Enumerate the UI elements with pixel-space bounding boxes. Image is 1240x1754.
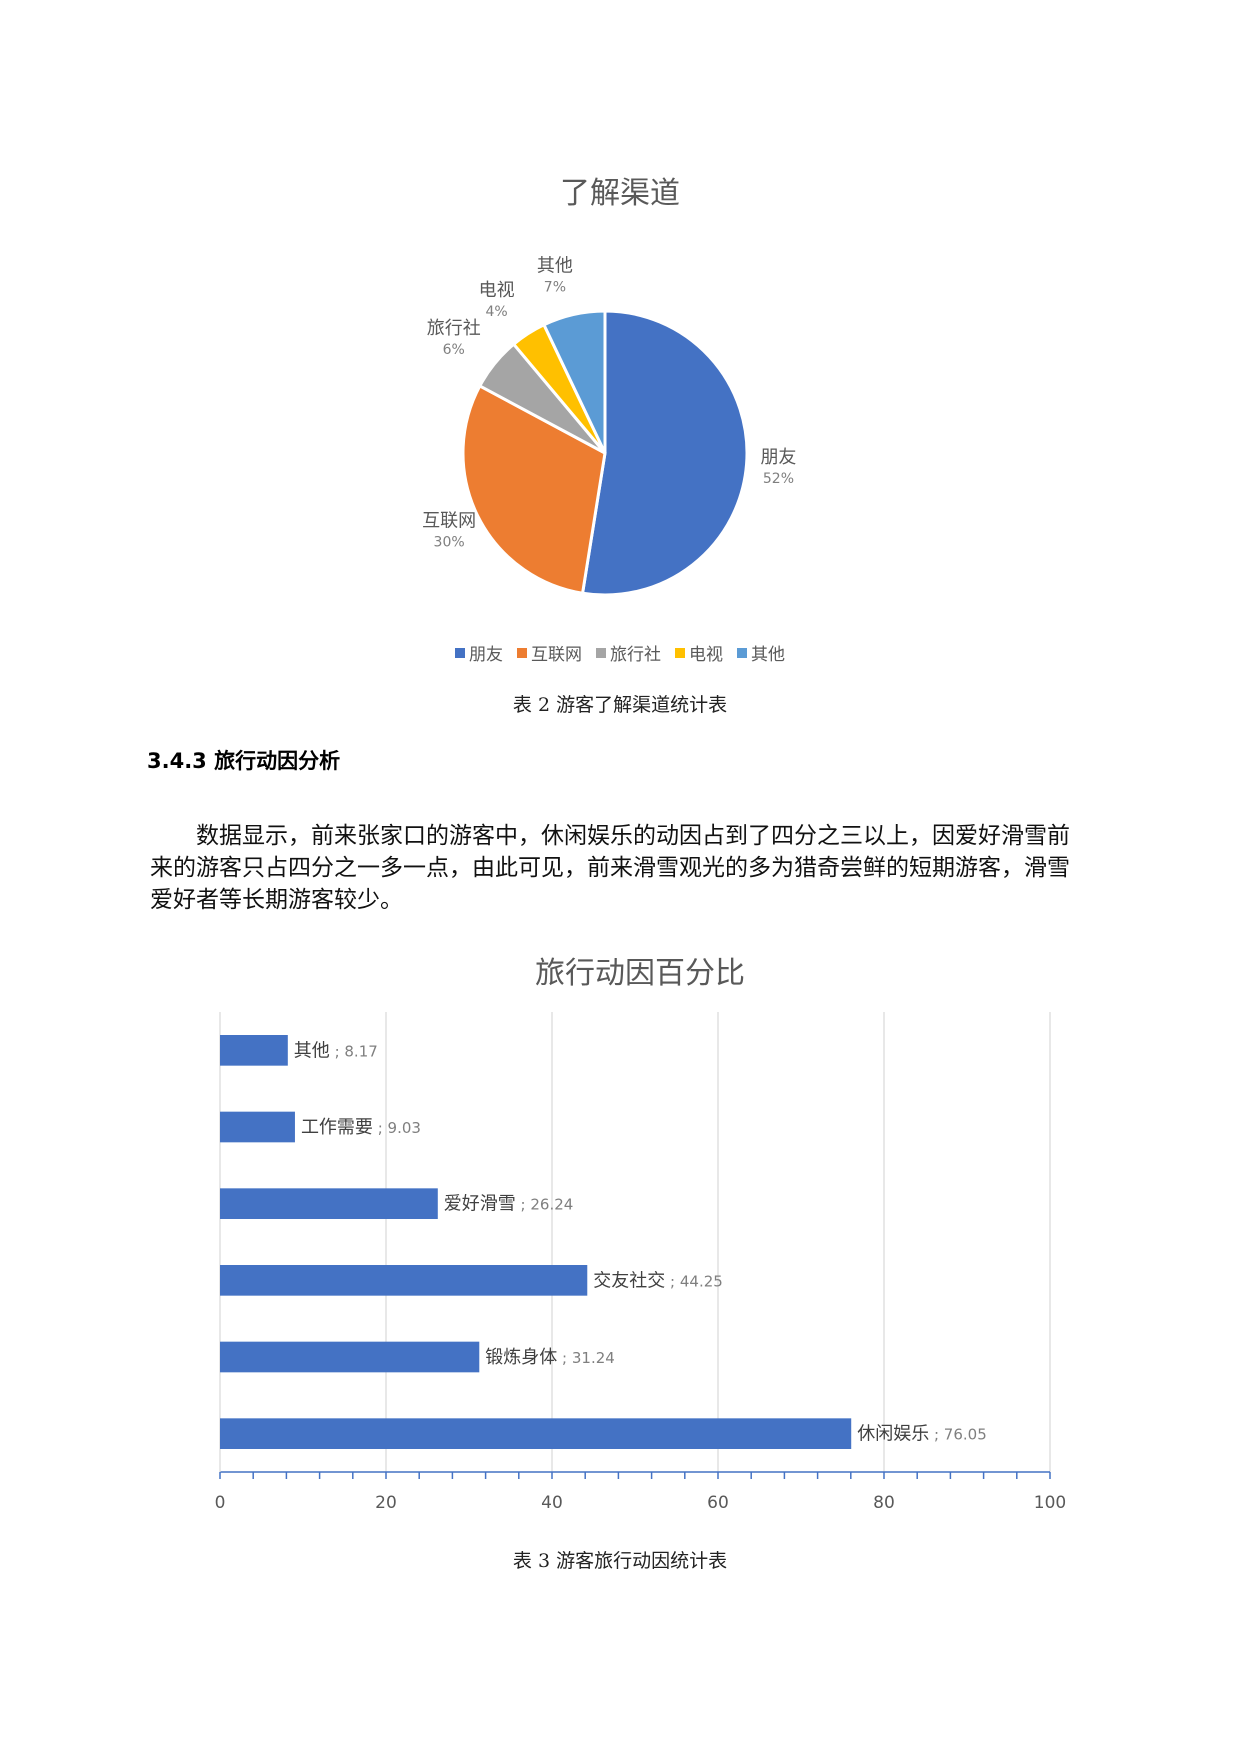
bar-category-2: 爱好滑雪 <box>444 1194 516 1215</box>
bar-data-label-4: 锻炼身体 ; 31.24 <box>485 1347 615 1368</box>
bar-data-label-3: 交友社交 ; 44.25 <box>593 1270 723 1291</box>
bar-value-0: ; 8.17 <box>330 1042 378 1060</box>
bar-category-4: 锻炼身体 <box>485 1347 557 1368</box>
bar-3 <box>220 1265 588 1296</box>
legend-item-2: 旅行社 <box>596 640 661 665</box>
bar-value-4: ; 31.24 <box>557 1349 615 1367</box>
pie-label-category-3: 电视 <box>479 280 515 301</box>
bar-category-0: 其他 <box>294 1040 330 1061</box>
bar-value-3: ; 44.25 <box>665 1272 723 1290</box>
section-heading: 3.4.3 旅行动因分析 <box>147 749 341 773</box>
legend-swatch-4 <box>737 647 747 658</box>
bar-data-label-1: 工作需要 ; 9.03 <box>301 1117 421 1138</box>
bar-caption: 表 3 游客旅行动因统计表 <box>512 1550 728 1572</box>
pie-slice-1 <box>461 383 607 595</box>
pie-chart-title: 了解渠道 <box>560 176 680 211</box>
x-tick-label-0: 0 <box>215 1493 226 1513</box>
bar-category-1: 工作需要 <box>301 1117 373 1138</box>
x-tick-label-4: 80 <box>873 1493 895 1513</box>
x-tick-label-5: 100 <box>1034 1493 1066 1513</box>
bar-value-2: ; 26.24 <box>516 1196 574 1214</box>
bar-4 <box>220 1341 480 1373</box>
pie-label-category-4: 其他 <box>537 255 573 276</box>
pie-chart: 朋友 52% 互联网 30% 旅行社 6% 电视 4% 其他 7% <box>422 255 796 597</box>
pie-label-category-1: 互联网 <box>422 510 476 531</box>
pie-label-percent-0: 52% <box>763 471 794 487</box>
bar-2 <box>220 1188 438 1219</box>
bar-value-5: ; 76.05 <box>929 1426 987 1444</box>
bar-data-label-2: 爱好滑雪 ; 26.24 <box>444 1194 574 1215</box>
legend-label-3: 电视 <box>689 645 723 665</box>
pie-caption: 表 2 游客了解渠道统计表 <box>512 694 728 716</box>
legend-label-2: 旅行社 <box>610 645 661 665</box>
legend-label-1: 互联网 <box>531 645 582 665</box>
bar-category-5: 休闲娱乐 <box>857 1424 929 1445</box>
bar-value-1: ; 9.03 <box>373 1119 421 1137</box>
bar-category-3: 交友社交 <box>593 1270 665 1291</box>
bar-1 <box>220 1111 295 1143</box>
bar-chart: 0 20 40 60 80 100 其他 ; 8.17 工作需要 ; 9.03 爱好滑雪 ; 2… <box>215 1012 1066 1513</box>
pie-legend: 朋友 互联网 旅行社 电视 其他 <box>0 640 1240 665</box>
pie-label-percent-3: 4% <box>485 304 507 320</box>
legend-label-0: 朋友 <box>469 645 503 665</box>
bar-chart-title: 旅行动因百分比 <box>535 956 745 991</box>
legend-swatch-1 <box>517 647 527 658</box>
bar-5 <box>220 1418 852 1449</box>
pie-label-percent-1: 30% <box>434 534 465 550</box>
x-tick-label-3: 60 <box>707 1493 729 1513</box>
pie-label-percent-2: 6% <box>443 342 465 358</box>
pie-slice-4 <box>541 309 607 454</box>
bar-0 <box>220 1035 288 1066</box>
legend-item-1: 互联网 <box>517 640 582 665</box>
pie-label-category-2: 旅行社 <box>427 318 481 339</box>
x-tick-label-1: 20 <box>375 1493 397 1513</box>
legend-swatch-2 <box>596 647 606 658</box>
legend-item-4: 其他 <box>737 640 785 665</box>
legend-swatch-3 <box>675 647 685 658</box>
legend-swatch-0 <box>455 647 465 658</box>
bar-data-label-0: 其他 ; 8.17 <box>294 1040 378 1061</box>
legend-item-0: 朋友 <box>455 640 503 665</box>
pie-label-percent-4: 7% <box>544 279 566 295</box>
bar-data-label-5: 休闲娱乐 ; 76.05 <box>857 1424 987 1445</box>
legend-label-4: 其他 <box>751 645 785 665</box>
legend-item-3: 电视 <box>675 640 723 665</box>
x-tick-label-2: 40 <box>541 1493 563 1513</box>
body-paragraph: 数据显示，前来张家口的游客中，休闲娱乐的动因占到了四分之三以上，因爱好滑雪前来的… <box>150 823 1070 913</box>
pie-slice-0 <box>580 309 749 597</box>
pie-label-category-0: 朋友 <box>760 447 796 468</box>
